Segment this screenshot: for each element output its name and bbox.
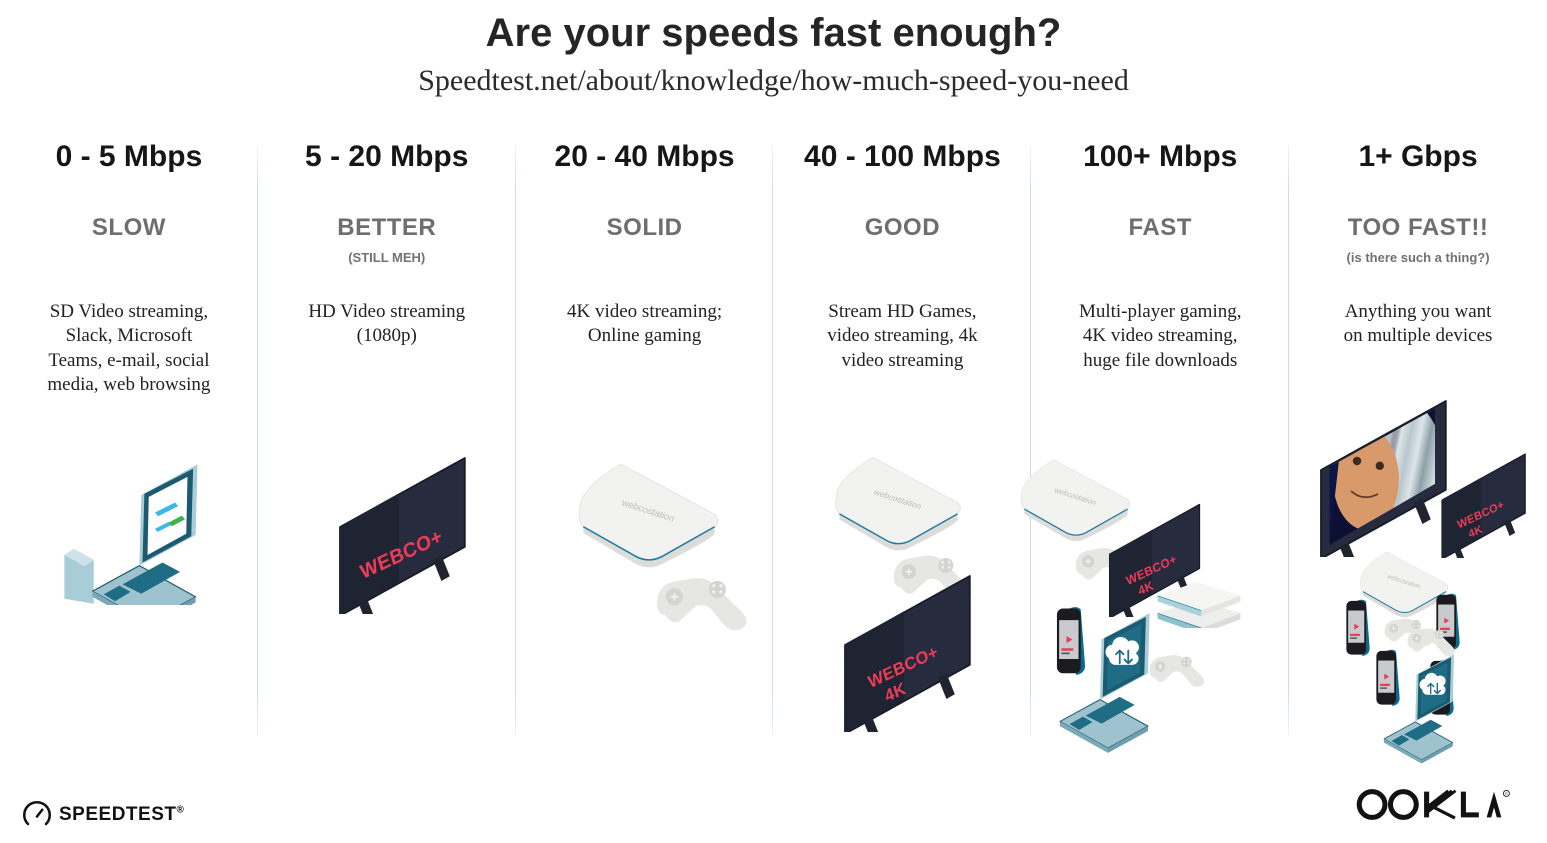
svg-text:R: R [1505,792,1508,796]
